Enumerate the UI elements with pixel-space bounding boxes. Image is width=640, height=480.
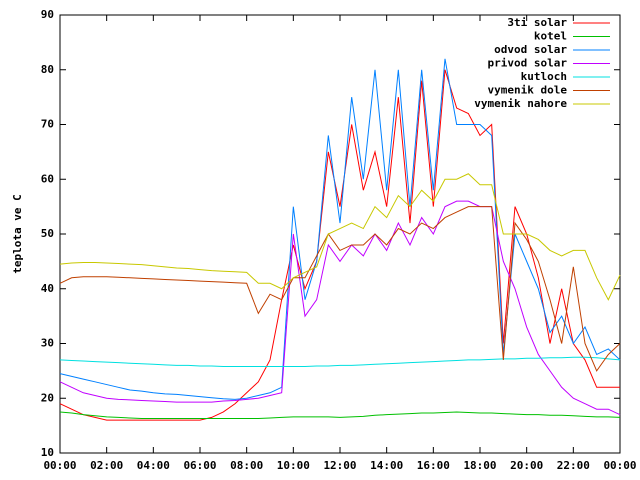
- series-line: [59, 200, 621, 416]
- y-tick-label: 30: [41, 337, 54, 350]
- x-tick-label: 14:00: [370, 459, 403, 472]
- legend-label: vymenik dole: [488, 84, 568, 97]
- series-line: [59, 58, 621, 400]
- series-line: [59, 206, 621, 372]
- x-tick-label: 00:00: [43, 459, 76, 472]
- x-tick-label: 18:00: [463, 459, 496, 472]
- x-tick-label: 22:00: [557, 459, 590, 472]
- series-line: [59, 356, 621, 367]
- series-line: [59, 411, 621, 420]
- series-line: [59, 173, 621, 301]
- legend-label: vymenik nahore: [474, 97, 567, 110]
- x-tick-label: 08:00: [230, 459, 263, 472]
- x-tick-label: 02:00: [90, 459, 123, 472]
- y-tick-label: 10: [41, 446, 54, 459]
- x-tick-label: 10:00: [277, 459, 310, 472]
- legend-label: kotel: [534, 30, 567, 43]
- y-axis-label: teplota ve C: [11, 194, 24, 273]
- legend-label: 3ti solar: [507, 16, 567, 29]
- legend-label: privod solar: [488, 57, 568, 70]
- legend-label: odvod solar: [494, 43, 567, 56]
- y-tick-label: 20: [41, 391, 54, 404]
- legend-label: kutloch: [521, 70, 567, 83]
- y-tick-label: 70: [41, 118, 54, 131]
- y-tick-label: 80: [41, 63, 54, 76]
- y-tick-label: 60: [41, 172, 54, 185]
- x-tick-label: 00:00: [603, 459, 636, 472]
- x-tick-label: 20:00: [510, 459, 543, 472]
- x-tick-label: 04:00: [137, 459, 170, 472]
- y-tick-label: 40: [41, 282, 54, 295]
- series-line: [59, 69, 620, 421]
- y-tick-label: 50: [41, 227, 54, 240]
- x-tick-label: 12:00: [323, 459, 356, 472]
- x-tick-label: 16:00: [417, 459, 450, 472]
- x-tick-label: 06:00: [183, 459, 216, 472]
- y-tick-label: 90: [41, 8, 54, 21]
